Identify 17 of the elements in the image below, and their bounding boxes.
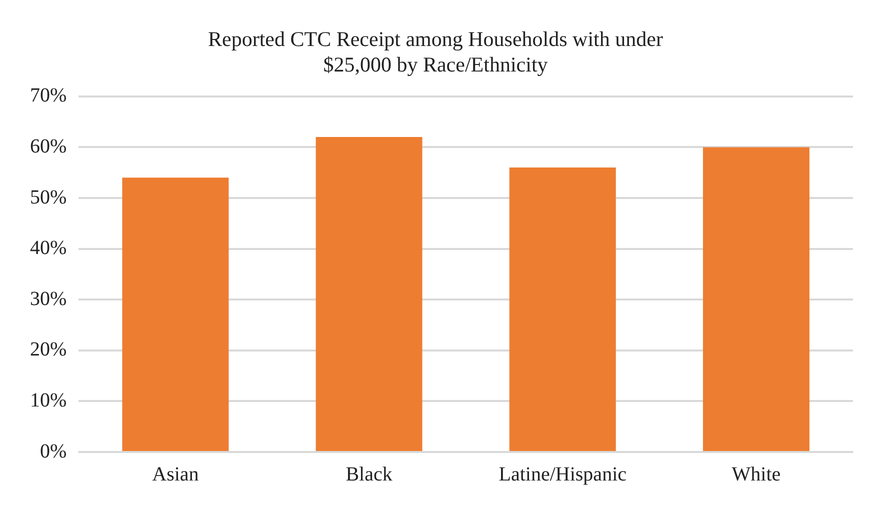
y-tick-label: 70% [30, 84, 67, 107]
x-tick-label: Latine/Hispanic [498, 463, 627, 486]
bar [509, 168, 616, 451]
bar [316, 137, 422, 451]
bar [702, 147, 810, 451]
y-tick-label: 40% [30, 237, 67, 260]
y-tick-label: 0% [40, 440, 67, 462]
x-tick-label: Black [346, 463, 392, 486]
y-tick-label: 60% [30, 135, 67, 158]
y-tick-label: 50% [30, 186, 67, 208]
y-tick-label: 10% [30, 389, 67, 412]
bar [122, 178, 229, 451]
x-tick-label: White [732, 463, 781, 486]
chart-title: Reported CTC Receipt among Households with under $25,000 by Race/Ethnicity [208, 27, 663, 76]
x-tick-label: Asian [152, 463, 199, 486]
y-tick-label: 30% [30, 288, 67, 310]
y-tick-label: 20% [30, 338, 67, 361]
